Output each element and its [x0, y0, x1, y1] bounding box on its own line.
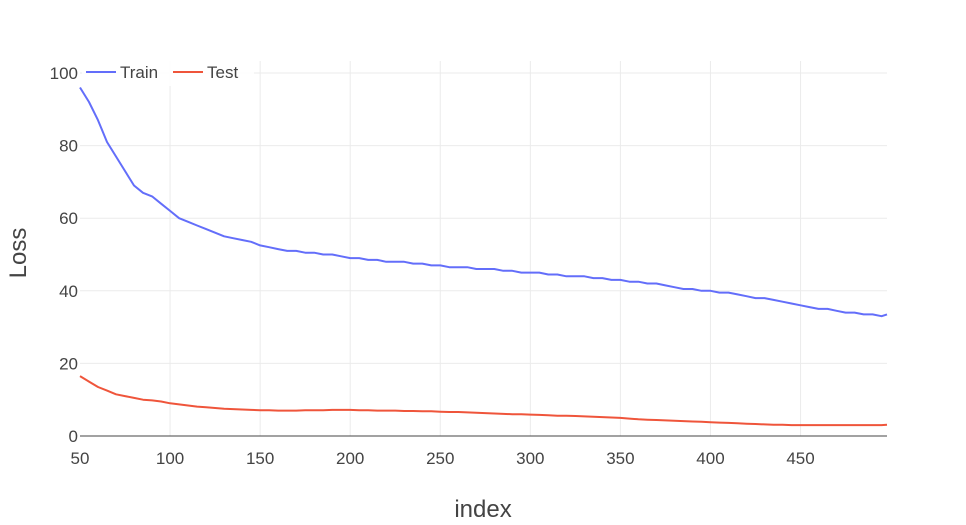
y-tick-label: 60	[59, 209, 78, 228]
x-tick-label: 150	[246, 449, 274, 468]
y-axis-title: Loss	[5, 228, 32, 279]
y-tick-label: 20	[59, 354, 78, 373]
tick-layer: 50 100 150 200 250 300 350 400 450 0 20 40 60 80 100	[50, 64, 815, 468]
y-tick-label: 0	[69, 427, 78, 446]
x-tick-label: 100	[156, 449, 184, 468]
legend-train-label: Train	[120, 63, 158, 82]
x-tick-label: 400	[696, 449, 724, 468]
x-tick-label: 50	[71, 449, 90, 468]
series-line-train	[79, 86, 888, 318]
series-layer	[79, 86, 888, 427]
x-tick-label: 350	[606, 449, 634, 468]
x-tick-label: 250	[426, 449, 454, 468]
y-tick-label: 100	[50, 64, 78, 83]
legend-test-label: Test	[207, 63, 238, 82]
grid-layer	[80, 61, 887, 437]
x-tick-label: 200	[336, 449, 364, 468]
legend[interactable]: Train Test	[82, 60, 254, 86]
y-tick-label: 40	[59, 282, 78, 301]
series-line-test	[79, 375, 888, 427]
y-tick-label: 80	[59, 137, 78, 156]
x-tick-label: 450	[786, 449, 814, 468]
x-axis-title: index	[454, 496, 511, 523]
x-tick-label: 300	[516, 449, 544, 468]
